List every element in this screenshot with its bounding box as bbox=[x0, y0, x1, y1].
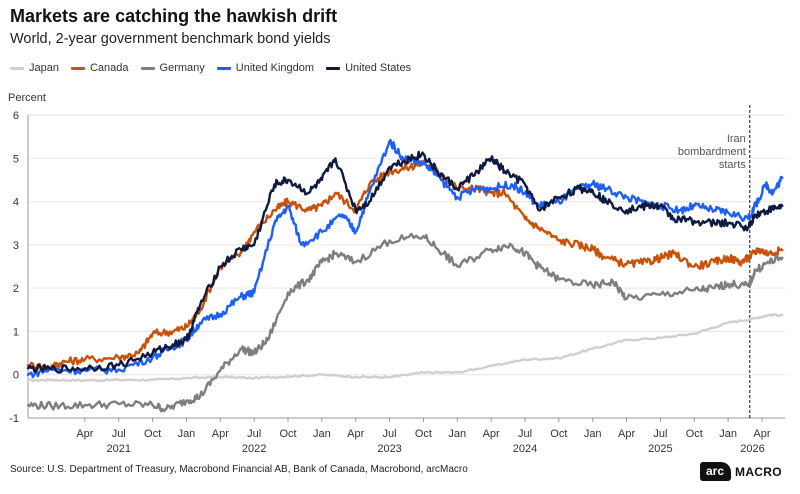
x-year-label: 2026 bbox=[740, 443, 764, 455]
y-tick-label: 4 bbox=[13, 197, 19, 209]
x-year-label: 2025 bbox=[648, 443, 672, 455]
x-tick-label: Apr bbox=[483, 428, 500, 440]
x-year-label: 2021 bbox=[106, 443, 130, 455]
logo-arc-mark: arc bbox=[700, 462, 732, 481]
x-year-label: 2024 bbox=[513, 443, 537, 455]
x-tick-label: Jan bbox=[719, 428, 737, 440]
chart-title: Markets are catching the hawkish drift bbox=[10, 6, 338, 26]
x-tick-label: Jan bbox=[584, 428, 602, 440]
x-tick-label: Apr bbox=[753, 428, 770, 440]
x-tick-label: Oct bbox=[415, 428, 432, 440]
y-tick-label: 0 bbox=[13, 370, 19, 382]
legend-item-germany: Germany bbox=[140, 62, 205, 74]
legend-label-japan: Japan bbox=[29, 62, 59, 74]
annotation-text: Iran bbox=[727, 133, 746, 145]
x-tick-label: Jan bbox=[178, 428, 196, 440]
x-tick-label: Jul bbox=[653, 428, 667, 440]
y-tick-label: 2 bbox=[13, 283, 19, 295]
legend-item-united-kingdom: United Kingdom bbox=[216, 62, 315, 74]
logo-macro-text: MACRO bbox=[735, 464, 782, 479]
chart-legend: Japan Canada Germany United Kingdom Unit… bbox=[10, 62, 411, 74]
source-note: Source: U.S. Department of Treasury, Mac… bbox=[10, 464, 468, 475]
series-line-japan bbox=[26, 313, 784, 383]
x-tick-label: Oct bbox=[550, 428, 567, 440]
series-line-united-states bbox=[26, 150, 784, 374]
x-tick-label: Apr bbox=[347, 428, 364, 440]
y-tick-label: -1 bbox=[9, 413, 19, 425]
x-year-label: 2023 bbox=[377, 443, 401, 455]
y-tick-label: 3 bbox=[13, 240, 19, 252]
x-tick-label: Apr bbox=[212, 428, 229, 440]
legend-item-united-states: United States bbox=[326, 62, 411, 74]
y-tick-label: 5 bbox=[13, 153, 19, 165]
x-tick-label: Jul bbox=[518, 428, 532, 440]
x-tick-label: Jul bbox=[112, 428, 126, 440]
legend-swatch-united-states bbox=[326, 66, 341, 70]
legend-swatch-japan bbox=[10, 66, 24, 70]
legend-swatch-germany bbox=[140, 66, 155, 70]
arcmacro-logo: arc MACRO bbox=[700, 462, 782, 481]
legend-swatch-united-kingdom bbox=[216, 66, 231, 70]
legend-item-canada: Canada bbox=[70, 62, 129, 74]
chart-subtitle: World, 2-year government benchmark bond … bbox=[10, 31, 331, 47]
x-tick-label: Jul bbox=[383, 428, 397, 440]
annotation-text: bombardment bbox=[678, 146, 746, 158]
legend-item-japan: Japan bbox=[10, 62, 59, 74]
legend-label-united-states: United States bbox=[345, 62, 412, 74]
legend-swatch-canada bbox=[70, 66, 85, 70]
legend-label-canada: Canada bbox=[89, 62, 129, 74]
x-tick-label: Apr bbox=[618, 428, 635, 440]
x-tick-label: Oct bbox=[686, 428, 703, 440]
legend-label-germany: Germany bbox=[159, 62, 205, 74]
y-tick-label: 1 bbox=[13, 326, 19, 338]
series-line-germany bbox=[26, 232, 784, 413]
x-tick-label: Apr bbox=[76, 428, 93, 440]
legend-label-united-kingdom: United Kingdom bbox=[235, 62, 315, 74]
series-line-united-kingdom bbox=[26, 138, 784, 379]
annotation-text: starts bbox=[719, 159, 746, 171]
x-tick-label: Jan bbox=[313, 428, 331, 440]
x-tick-label: Jul bbox=[247, 428, 261, 440]
x-tick-label: Jan bbox=[448, 428, 466, 440]
y-tick-label: 6 bbox=[13, 110, 19, 122]
x-year-label: 2022 bbox=[242, 443, 266, 455]
y-axis-label: Percent bbox=[8, 92, 46, 104]
x-tick-label: Oct bbox=[144, 428, 161, 440]
x-tick-label: Oct bbox=[279, 428, 296, 440]
